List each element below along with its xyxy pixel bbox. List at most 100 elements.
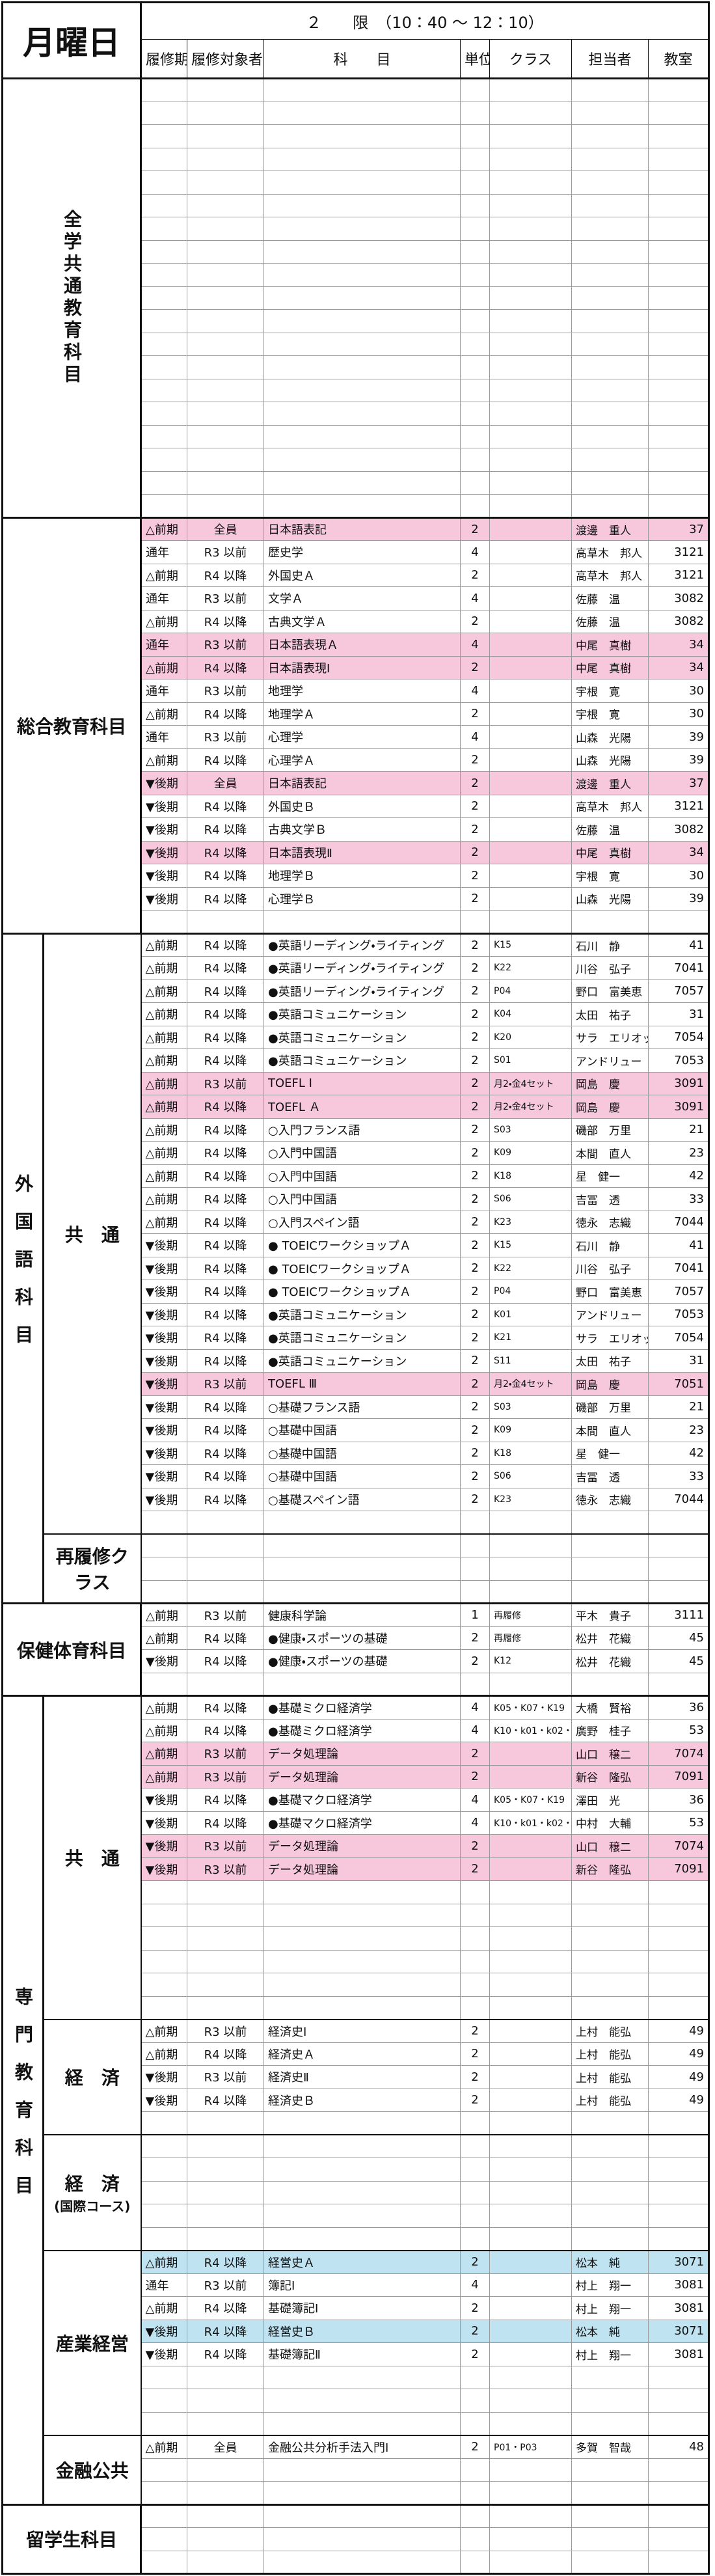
cell: [489, 864, 572, 888]
cell: [460, 309, 490, 333]
cell: ●基礎ミクロ経済学: [263, 1695, 461, 1720]
table-row: 金融公共 △前期 全員 金融公共分析手法入門Ⅰ 2 P01・P03 多賀 智哉 48: [3, 2434, 710, 2505]
cell: [571, 448, 649, 472]
cell: △前期: [141, 1695, 187, 1720]
cell: [571, 1672, 649, 1696]
cell: 2: [460, 2065, 490, 2089]
cell: [141, 378, 187, 402]
cell: R4 以降: [187, 2249, 264, 2274]
cell: ▼後期: [141, 1649, 187, 1673]
cell: 松井 花織: [571, 1649, 649, 1673]
cell: [263, 286, 461, 310]
cell: 2: [460, 1256, 490, 1280]
cell: 3121: [647, 540, 710, 564]
cell: [141, 240, 187, 264]
cell: [460, 1533, 490, 1557]
cell: 23: [647, 1418, 710, 1442]
cell: △前期: [141, 1071, 187, 1095]
cell: [187, 171, 264, 195]
table-row: [3, 1973, 710, 1997]
cell: [489, 2296, 572, 2320]
cell: [187, 124, 264, 148]
cell: [187, 1973, 264, 1997]
cell: [460, 124, 490, 148]
cell: 2: [460, 1302, 490, 1326]
cell: [187, 910, 264, 934]
cell: [187, 77, 264, 102]
cell: [647, 2481, 710, 2505]
table-row: △前期 R4 以降 地理学Ａ 2 宇根 寛 30: [3, 702, 710, 726]
cell: R3 以前: [187, 1602, 264, 1627]
table-row: [3, 1557, 710, 1581]
cell: [489, 101, 572, 125]
cell: [489, 910, 572, 934]
cell: 石川 静: [571, 932, 649, 957]
cell: [141, 2204, 187, 2228]
cell: [141, 1557, 187, 1581]
group-label: 産業経営: [42, 2249, 142, 2436]
cell: [489, 2227, 572, 2251]
cell: [263, 2227, 461, 2251]
cell: 吉冨 透: [571, 1187, 649, 1211]
table-row: 経 済 △前期 R3 以前 経済史Ⅰ 2 上村 能弘 49: [3, 2018, 710, 2135]
column-header: 履修対象者: [187, 39, 264, 79]
cell: S06: [489, 1187, 572, 1211]
cell: [187, 471, 264, 495]
cell: [263, 2550, 461, 2574]
cell: R3 以前: [187, 2018, 264, 2043]
table-row: ▼後期 R3 以前 データ処理論 2 新谷 隆弘 7091: [3, 1857, 710, 1881]
cell: 2: [460, 2018, 490, 2043]
cell: [489, 424, 572, 448]
cell: [187, 286, 264, 310]
cell: ○入門中国語: [263, 1141, 461, 1165]
cell: [263, 2180, 461, 2204]
cell: 上村 能弘: [571, 2088, 649, 2112]
cell: [263, 2389, 461, 2413]
cell: [647, 309, 710, 333]
cell: [141, 1533, 187, 1557]
cell: [647, 147, 710, 171]
cell: [460, 332, 490, 356]
table-row: 産業経営 △前期 R4 以降 経営史Ａ 2 松本 純 3071: [3, 2249, 710, 2436]
cell: [489, 655, 572, 679]
group-label: 金融公共: [42, 2434, 142, 2505]
cell: [489, 2088, 572, 2112]
cell: [460, 240, 490, 264]
cell: 2: [460, 1464, 490, 1488]
cell: ▼後期: [141, 864, 187, 888]
cell: [141, 2550, 187, 2574]
cell: [489, 2365, 572, 2389]
table-row: △前期 R4 以降 TOEFL Ａ 2 月2・金4セット 岡島 慶 3091: [3, 1095, 710, 1119]
cell: ●英語コミュニケーション: [263, 1025, 461, 1049]
table-row: 通年 R3 以前 日本語表現Ａ 4 中尾 真樹 34: [3, 633, 710, 657]
cell: 外国史Ｂ: [263, 794, 461, 818]
cell: [460, 2158, 490, 2182]
table-row: ▼後期 R4 以降 ○基礎スペイン語 2 K23 徳永 志織 7044: [3, 1487, 710, 1511]
cell: [489, 124, 572, 148]
cell: [263, 1903, 461, 1927]
cell: [263, 494, 461, 518]
section-text: 専門教育科目: [12, 1986, 34, 2213]
section-text: 全学共通教育科目: [61, 209, 83, 387]
cell: ▼後期: [141, 1233, 187, 1257]
cell: R4 以降: [187, 1210, 264, 1234]
cell: 2: [460, 2342, 490, 2366]
cell: ○入門中国語: [263, 1164, 461, 1188]
cell: 4: [460, 586, 490, 610]
cell: 月2・金4セット: [489, 1095, 572, 1119]
table-row: [3, 124, 710, 148]
cell: 3082: [647, 609, 710, 633]
cell: [263, 355, 461, 379]
cell: 廣野 桂子: [571, 1718, 649, 1742]
cell: [489, 2249, 572, 2274]
table-row: [3, 1926, 710, 1951]
cell: 3082: [647, 586, 710, 610]
cell: R4 以降: [187, 1048, 264, 1073]
cell: [571, 1903, 649, 1927]
cell: ▼後期: [141, 1372, 187, 1396]
cell: 2: [460, 1372, 490, 1396]
cell: [489, 794, 572, 818]
cell: 3071: [647, 2319, 710, 2343]
cell: [187, 2180, 264, 2204]
cell: [263, 1557, 461, 1581]
